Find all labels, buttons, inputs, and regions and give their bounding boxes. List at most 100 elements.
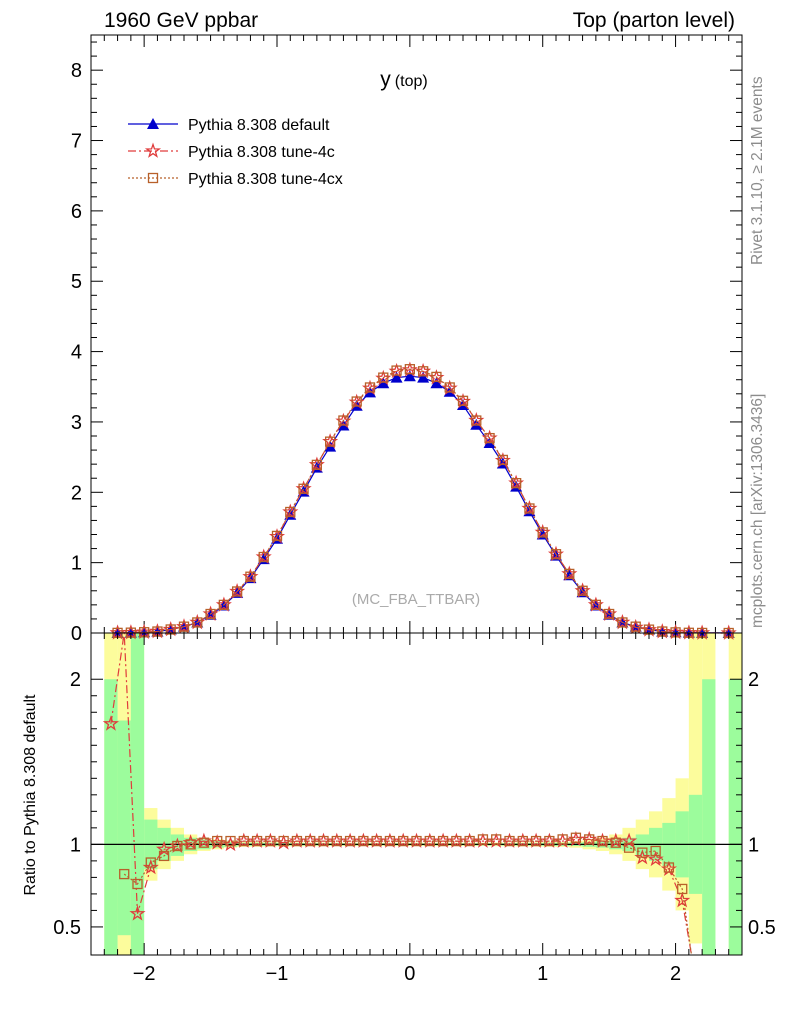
data-point-square	[378, 372, 389, 383]
ratio-point-square	[238, 835, 249, 847]
ratio-point-square	[597, 835, 608, 847]
data-point-square	[484, 432, 495, 444]
data-point-square	[510, 477, 522, 489]
ratio-y-tick-label: 0.5	[53, 917, 81, 939]
ratio-point-square	[331, 835, 342, 847]
ratio-series-line	[123, 837, 693, 956]
ratio-point-square	[212, 835, 223, 847]
ratio-series-tune-4cx	[119, 832, 693, 956]
data-point-triangle	[390, 371, 403, 383]
data-point-square	[630, 621, 641, 632]
ratio-point-square	[544, 835, 555, 847]
ratio-point-square	[318, 835, 329, 847]
ratio-series-line	[110, 632, 693, 956]
ratio-point-square	[305, 835, 316, 847]
ratio-point-square	[584, 834, 595, 845]
ratio-point-square	[198, 837, 210, 848]
ratio-point-square	[663, 862, 675, 873]
data-point-square	[245, 571, 256, 582]
y-tick-label: 0	[71, 623, 82, 645]
ratio-plot-frame	[90, 632, 743, 956]
data-point-square	[550, 549, 562, 560]
data-point-square	[324, 436, 336, 447]
data-point-square	[417, 366, 429, 377]
data-point-square	[524, 503, 535, 514]
ratio-point-square	[398, 835, 409, 847]
ratio-point-square	[145, 857, 156, 868]
header-right: Top (parton level)	[573, 9, 735, 32]
ratio-point-square	[225, 835, 236, 847]
ratio-point-square	[637, 847, 648, 858]
data-point-square	[444, 382, 455, 393]
data-point-square	[364, 382, 376, 393]
ratio-point-square	[477, 834, 489, 845]
ratio-y-tick-label: 1	[70, 834, 81, 856]
data-point-square	[431, 371, 442, 383]
ratio-point-square	[158, 850, 170, 862]
ratio-point-square	[623, 842, 635, 853]
data-point-square	[218, 599, 230, 611]
data-point-square	[338, 415, 349, 426]
main-plot: 0 1 2 3 4 5 6 7 8	[71, 35, 743, 645]
data-point-square	[258, 551, 269, 563]
ratio-plot: −2 −1 0 1 2 0.5 0.5 1 1 2 2	[53, 632, 776, 985]
legend-marker-square	[147, 172, 159, 184]
data-point-square	[404, 364, 416, 375]
ratio-point-square	[464, 835, 475, 847]
ratio-point-square	[251, 835, 263, 847]
ratio-point-square	[557, 834, 568, 845]
ratio-point-square	[677, 883, 688, 895]
ratio-point-square	[411, 835, 422, 847]
analysis-watermark: (MC_FBA_TTBAR)	[352, 591, 480, 608]
y-tick-label: 5	[71, 271, 82, 293]
ratio-point-star	[674, 891, 691, 908]
data-point-square	[298, 483, 309, 494]
legend-entry-tune-4c: Pythia 8.308 tune-4c	[128, 142, 335, 161]
legend: Pythia 8.308 default Pythia 8.308 tune-4c…	[128, 117, 343, 188]
ratio-point-star	[129, 905, 146, 921]
band-inner	[635, 834, 649, 856]
data-point-square	[577, 585, 588, 596]
data-point-square	[537, 527, 548, 538]
legend-label: Pythia 8.308 default	[188, 117, 330, 134]
data-point-triangle	[403, 370, 416, 382]
data-point-square	[192, 617, 203, 628]
ratio-point-square	[119, 868, 130, 880]
ratio-point-star	[647, 850, 664, 867]
header-left: 1960 GeV ppbar	[104, 9, 258, 32]
ratio-point-square	[278, 835, 289, 847]
data-point-square	[497, 454, 509, 466]
ratio-uncertainty-bands	[104, 633, 742, 955]
ratio-point-square	[451, 835, 462, 847]
ratio-point-square	[172, 840, 183, 852]
band-inner	[117, 720, 131, 936]
legend-label: Pythia 8.308 tune-4cx	[188, 171, 343, 188]
ratio-point-square	[358, 835, 369, 847]
ratio-series-tune-4c	[102, 632, 693, 956]
ratio-point-star	[102, 715, 119, 731]
data-point-square	[603, 608, 615, 620]
data-point-square	[391, 365, 402, 376]
y-tick-label: 6	[71, 201, 82, 223]
ratio-point-square	[265, 835, 276, 847]
data-point-square	[205, 608, 216, 620]
ratio-point-square	[650, 845, 661, 857]
ratio-point-square	[344, 835, 356, 847]
band-outer	[688, 633, 703, 944]
legend-marker-star	[144, 142, 162, 158]
y-tick-label: 1	[71, 553, 82, 575]
x-tick-label: −2	[133, 963, 156, 985]
series-tune-4cx	[112, 364, 734, 639]
legend-label: Pythia 8.308 tune-4c	[188, 144, 335, 161]
rivet-label: Rivet 3.1.10, ≥ 2.1M events	[749, 76, 766, 265]
data-point-square	[457, 395, 469, 406]
ratio-y-axis-label: Ratio to Pythia 8.308 default	[22, 694, 39, 896]
band-inner	[702, 679, 716, 955]
x-tick-label: 1	[537, 963, 548, 985]
ratio-point-square	[424, 835, 435, 847]
data-point-square	[564, 568, 575, 580]
x-tick-label: 0	[404, 963, 415, 985]
ratio-point-square	[530, 835, 542, 847]
band-inner	[130, 633, 145, 955]
ratio-y-tick-label-right: 2	[748, 669, 759, 691]
